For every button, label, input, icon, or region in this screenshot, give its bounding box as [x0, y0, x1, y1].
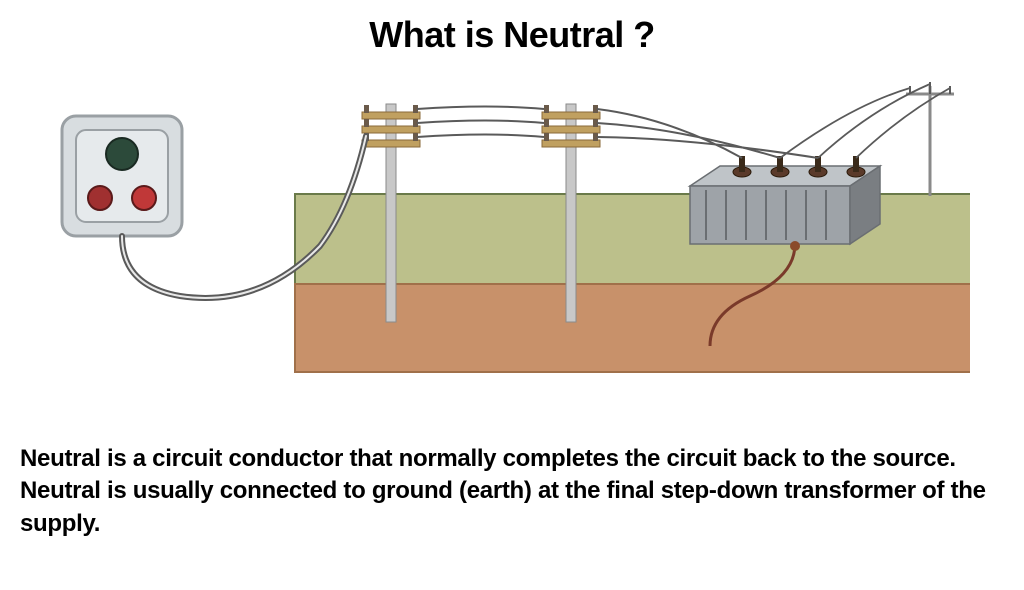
wire-p2t-a	[597, 109, 742, 158]
pole2-crossarm2	[542, 126, 600, 133]
pole1	[386, 104, 396, 322]
outlet-earth-pin	[106, 138, 138, 170]
neutral-diagram	[50, 76, 970, 376]
wire-p1p2-b	[417, 121, 544, 124]
pole2-ins-l3	[544, 133, 549, 141]
transformer	[690, 156, 880, 244]
pole2-crossarm1	[542, 112, 600, 119]
diagram-svg	[50, 76, 970, 376]
outlet-pin-left	[88, 186, 112, 210]
wire-to-a	[780, 88, 910, 158]
pole1-crossarm2	[362, 126, 420, 133]
outlet-pin-right	[132, 186, 156, 210]
pole1-crossarm3	[362, 140, 420, 147]
pole1-crossarm1	[362, 112, 420, 119]
pole1-ins-l1	[364, 105, 369, 113]
wire-p1p2-a	[417, 107, 544, 110]
wire-to-c	[856, 88, 950, 158]
pole2	[566, 104, 576, 322]
pole2-ins-l1	[544, 105, 549, 113]
ground-connection	[790, 241, 800, 251]
wire-p2t-b	[597, 123, 780, 158]
description-text: Neutral is a circuit conductor that norm…	[20, 443, 1004, 540]
page-title: What is Neutral ?	[0, 14, 1024, 56]
wire-p1p2-c	[417, 135, 544, 138]
pole2-ins-l2	[544, 119, 549, 127]
pole1-ins-l2	[364, 119, 369, 127]
pole2-crossarm3	[542, 140, 600, 147]
outlet	[62, 116, 182, 236]
